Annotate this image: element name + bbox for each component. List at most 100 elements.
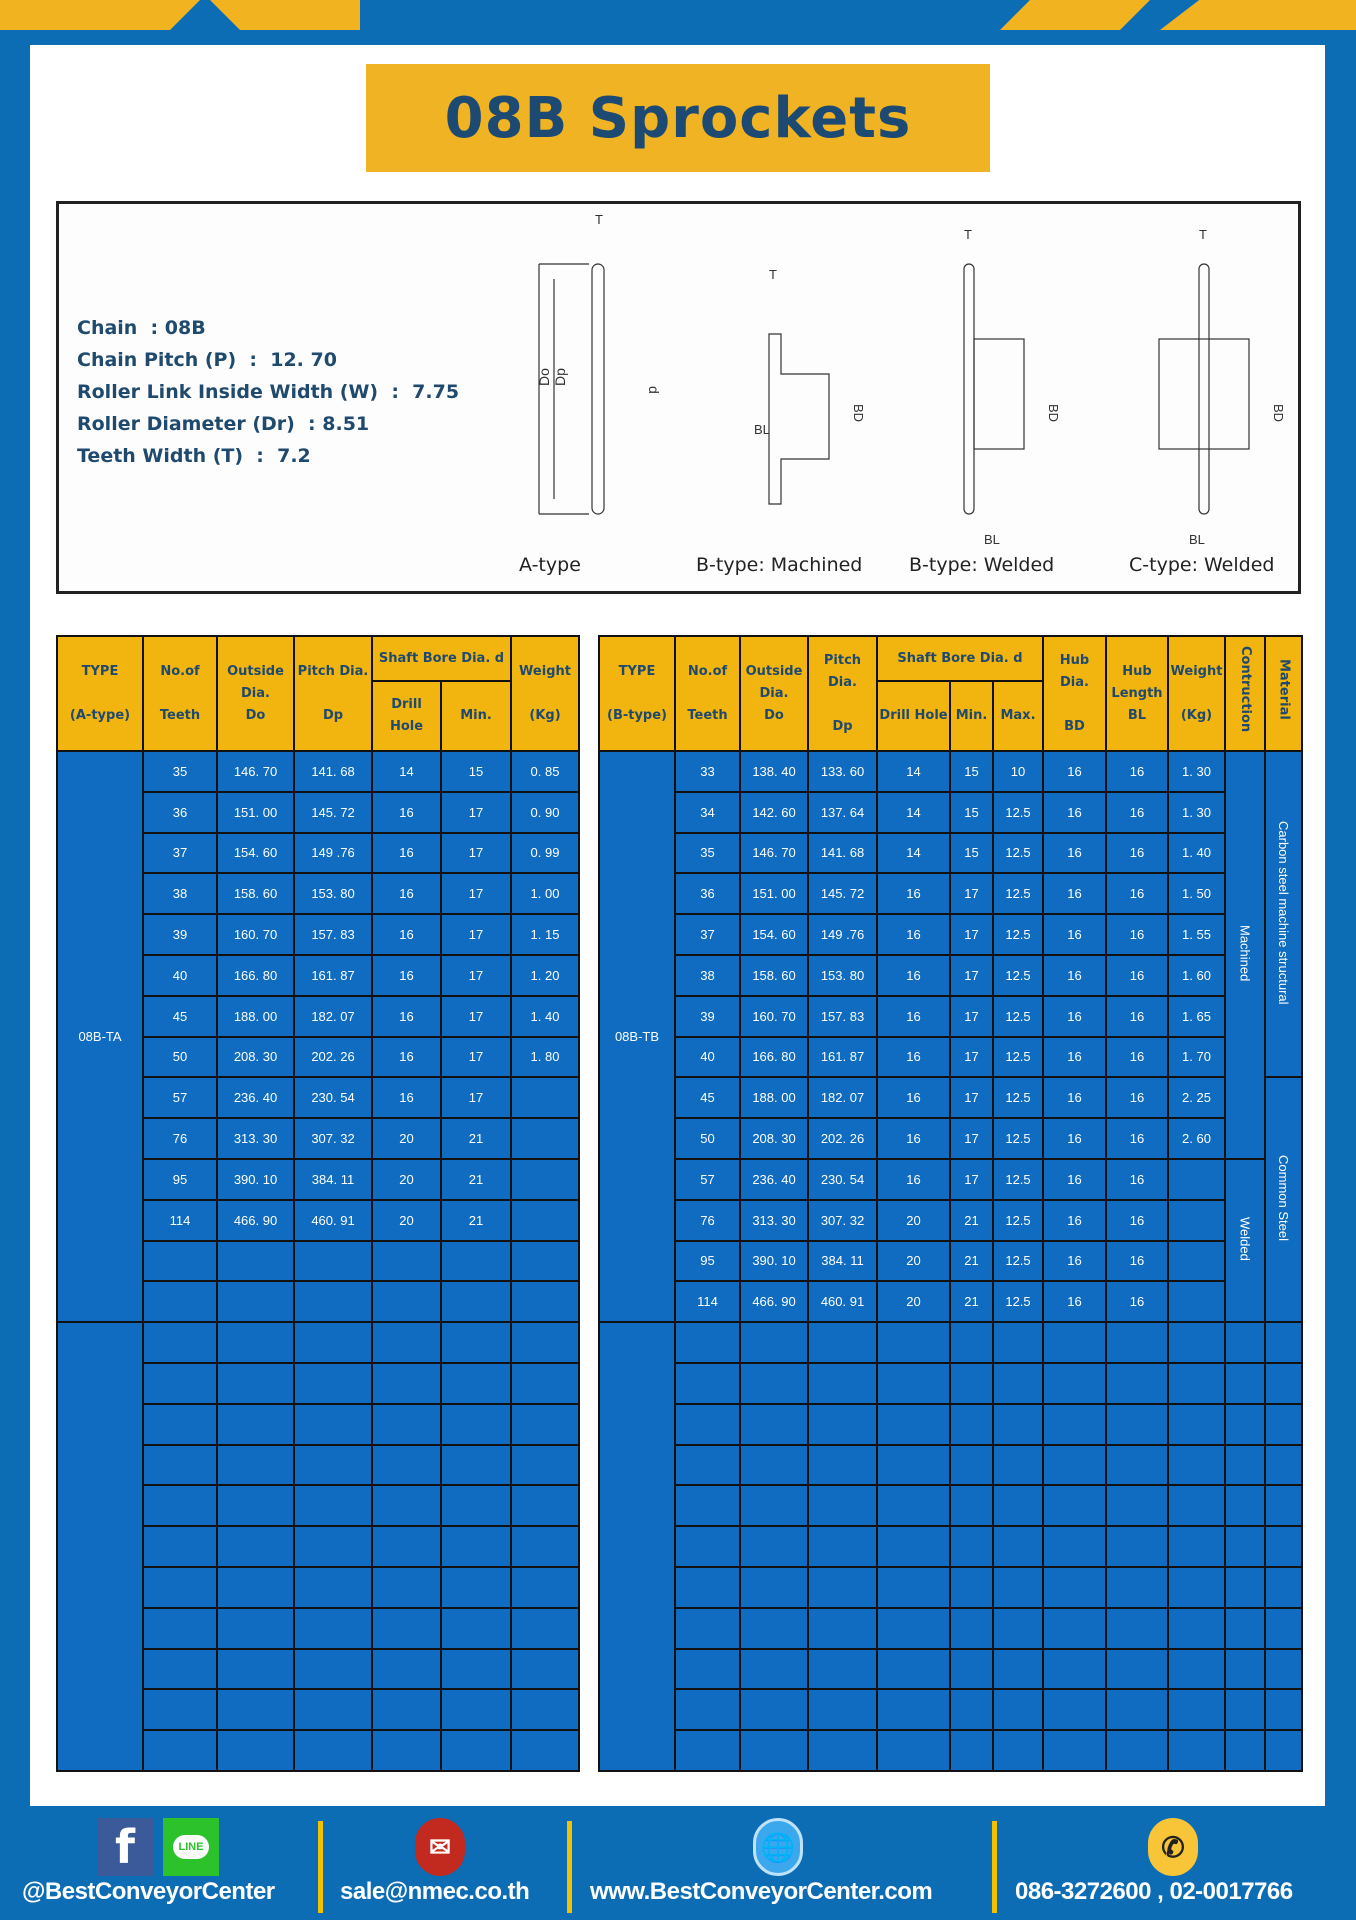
- social-handle[interactable]: @BestConveyorCenter: [22, 1878, 275, 1905]
- empty-cell: [992, 1729, 1044, 1772]
- b-machined-body: [768, 333, 830, 505]
- cell-weight: [1167, 1198, 1226, 1242]
- cell-hub-dia: 16: [1042, 1198, 1107, 1242]
- empty-cell: [1264, 1688, 1303, 1732]
- cell-teeth: 76: [674, 1198, 741, 1242]
- cell-teeth: [142, 1239, 218, 1283]
- empty-cell: [510, 1525, 581, 1568]
- table-row: 08B-TA 35 146. 70 141. 68 14 15 0. 85: [56, 749, 581, 1324]
- footer-divider: [992, 1821, 997, 1913]
- empty-cell: [293, 1729, 373, 1772]
- cell-drill-hole: 20: [371, 1117, 442, 1160]
- empty-cell: [1224, 1688, 1266, 1732]
- cell-teeth: 95: [142, 1157, 218, 1201]
- empty-cell: [1224, 1647, 1266, 1691]
- empty-cell: [674, 1443, 741, 1487]
- empty-cell: [949, 1321, 994, 1364]
- empty-cell: [142, 1321, 218, 1364]
- empty-cell: [876, 1525, 951, 1568]
- empty-cell: [371, 1647, 442, 1691]
- empty-cell: [949, 1484, 994, 1528]
- cell-outside-dia: 390. 10: [739, 1239, 809, 1283]
- cell-pitch-dia: [293, 1239, 373, 1283]
- table-row: 37 154. 60 149 .76 16 17 0. 99: [57, 831, 581, 875]
- cell-outside-dia: 146. 70: [216, 750, 295, 793]
- cell-pitch-dia: 157. 83: [293, 913, 373, 956]
- cell-weight: 1. 50: [1167, 872, 1226, 916]
- empty-cell: [949, 1565, 994, 1609]
- empty-cell: [739, 1729, 809, 1772]
- b-welded-hub: [973, 338, 1025, 450]
- dim-dp: Dp: [552, 368, 568, 386]
- cell-teeth: 45: [674, 1076, 741, 1120]
- email-link[interactable]: sale@nmec.co.th: [340, 1878, 530, 1905]
- empty-cell: [439, 1402, 513, 1446]
- dim-t: T: [1199, 227, 1207, 242]
- empty-cell: [807, 1606, 878, 1650]
- material-cell: Carbon steel machine structural: [1264, 749, 1303, 1079]
- empty-cell: [1042, 1565, 1107, 1609]
- empty-cell: [876, 1688, 951, 1732]
- cell-weight: 0. 85: [510, 750, 581, 793]
- website-link[interactable]: www.BestConveyorCenter.com: [590, 1878, 933, 1905]
- cell-hub-length: 16: [1105, 1239, 1169, 1283]
- footer-social[interactable]: f LINE @BestConveyorCenter: [0, 1813, 310, 1920]
- empty-cell: [1264, 1361, 1303, 1405]
- corner-stripe: [1000, 0, 1150, 30]
- cell-pitch-dia: 202. 26: [807, 1117, 878, 1160]
- empty-cell: [216, 1606, 295, 1650]
- a-type-plate: [591, 263, 605, 515]
- table-row: [57, 1280, 581, 1324]
- cell-outside-dia: [216, 1280, 295, 1324]
- empty-cell: [674, 1525, 741, 1568]
- header-weight: Weight (Kg): [510, 635, 581, 752]
- footer: f LINE @BestConveyorCenter ✉ sale@nmec.c…: [0, 1813, 1356, 1920]
- empty-cell: [1224, 1565, 1266, 1609]
- label-c-type-welded: C-type: Welded: [1129, 554, 1275, 576]
- header-drill-hole: Drill Hole: [876, 680, 951, 752]
- footer-phone[interactable]: ✆ 086-3272600 , 02-0017766: [1005, 1813, 1356, 1920]
- empty-cell: [216, 1321, 295, 1364]
- empty-cell: [876, 1565, 951, 1609]
- empty-cell: [876, 1606, 951, 1650]
- empty-cell: [807, 1729, 878, 1772]
- cell-weight: 0. 99: [510, 831, 581, 875]
- cell-hub-dia: 16: [1042, 1280, 1107, 1324]
- empty-cell: [142, 1647, 218, 1691]
- empty-cell: [739, 1606, 809, 1650]
- cell-max-bore: 12.5: [992, 1076, 1044, 1120]
- title-banner: 08B Sprockets: [366, 64, 990, 172]
- empty-cell: [1105, 1361, 1169, 1405]
- cell-teeth: 36: [142, 790, 218, 834]
- facebook-icon[interactable]: f: [97, 1818, 153, 1876]
- empty-cell: [142, 1565, 218, 1609]
- empty-row: [599, 1443, 1303, 1487]
- empty-cell: [371, 1402, 442, 1446]
- empty-cell: [293, 1565, 373, 1609]
- empty-cell: [142, 1402, 218, 1446]
- cell-teeth: 39: [674, 994, 741, 1038]
- header-construction: Contruction: [1224, 635, 1266, 752]
- line-icon[interactable]: LINE: [163, 1818, 219, 1876]
- corner-stripe: [210, 0, 360, 30]
- cell-drill-hole: 20: [371, 1157, 442, 1201]
- cell-drill-hole: 14: [876, 790, 951, 834]
- empty-cell: [949, 1402, 994, 1446]
- empty-cell: [439, 1361, 513, 1405]
- empty-cell: [371, 1321, 442, 1364]
- empty-cell: [1042, 1402, 1107, 1446]
- empty-row: [599, 1525, 1303, 1568]
- empty-cell: [1042, 1647, 1107, 1691]
- dim-t: T: [964, 227, 972, 242]
- cell-teeth: 95: [674, 1239, 741, 1283]
- footer-email[interactable]: ✉ sale@nmec.co.th: [330, 1813, 560, 1920]
- phone-numbers[interactable]: 086-3272600 , 02-0017766: [1015, 1878, 1293, 1905]
- cell-drill-hole: [371, 1280, 442, 1324]
- footer-website[interactable]: 🌐 www.BestConveyorCenter.com: [580, 1813, 980, 1920]
- material-cell: Common Steel: [1264, 1076, 1303, 1324]
- cell-hub-length: 16: [1105, 750, 1169, 793]
- empty-cell: [876, 1361, 951, 1405]
- empty-row: [57, 1484, 581, 1528]
- empty-cell: [293, 1484, 373, 1528]
- cell-weight: [510, 1280, 581, 1324]
